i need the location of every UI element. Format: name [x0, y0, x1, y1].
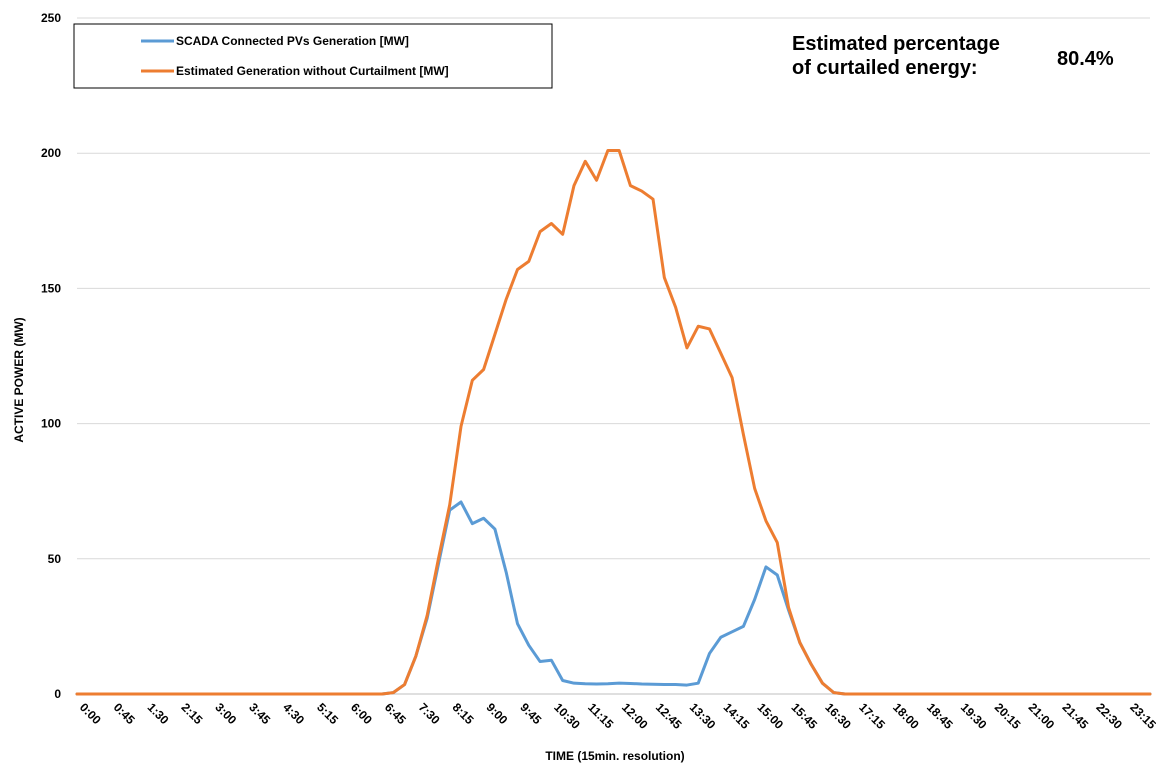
x-axis-title: TIME (15min. resolution)	[545, 749, 684, 763]
x-tick-label: 1:30	[145, 700, 172, 727]
y-tick-label: 200	[41, 146, 61, 160]
y-tick-label: 250	[41, 11, 61, 25]
x-tick-label: 6:45	[382, 700, 409, 727]
x-tick-label: 16:30	[822, 700, 854, 732]
y-axis-title: ACTIVE POWER (MW)	[12, 317, 26, 442]
legend-label-scada: SCADA Connected PVs Generation [MW]	[176, 34, 409, 48]
series-line-1	[75, 149, 1152, 696]
series-lines	[75, 149, 1152, 696]
x-tick-label: 18:45	[924, 700, 956, 732]
y-tick-label: 100	[41, 417, 61, 431]
x-tick-label: 15:45	[788, 700, 820, 732]
x-tick-label: 8:15	[450, 700, 477, 727]
x-tick-label: 12:00	[619, 700, 651, 732]
y-axis-ticks: 0 50 100 150 200 250	[41, 11, 61, 701]
x-tick-label: 23:15	[1127, 700, 1156, 732]
x-axis-ticks: 0:00 0:45 1:30 2:15 3:00 3:45 4:30 5:15 6:00 6:45…	[77, 700, 1156, 732]
curtailment-label-line2: of curtailed energy:	[792, 57, 978, 79]
x-tick-label: 20:15	[992, 700, 1024, 732]
x-tick-label: 3:00	[212, 700, 239, 727]
x-tick-label: 10:30	[551, 700, 583, 732]
x-tick-label: 3:45	[246, 700, 273, 727]
x-tick-label: 17:15	[856, 700, 888, 732]
x-tick-label: 2:15	[179, 700, 206, 727]
y-tick-label: 50	[48, 552, 62, 566]
y-tick-label: 150	[41, 281, 61, 295]
x-tick-label: 22:30	[1093, 700, 1125, 732]
x-tick-label: 13:30	[687, 700, 719, 732]
x-tick-label: 6:00	[348, 700, 375, 727]
x-tick-label: 0:45	[111, 700, 138, 727]
x-tick-label: 0:00	[77, 700, 104, 727]
curtailment-value: 80.4%	[1057, 48, 1114, 70]
legend: SCADA Connected PVs Generation [MW] Esti…	[73, 23, 553, 89]
legend-label-estimated: Estimated Generation without Curtailment…	[176, 64, 449, 78]
x-tick-label: 21:00	[1026, 700, 1058, 732]
x-tick-label: 9:00	[483, 700, 510, 727]
x-tick-label: 19:30	[958, 700, 990, 732]
x-tick-label: 18:00	[890, 700, 922, 732]
x-tick-label: 4:30	[280, 700, 307, 727]
x-tick-label: 12:45	[653, 700, 685, 732]
x-tick-label: 9:45	[517, 700, 544, 727]
x-tick-label: 15:00	[755, 700, 787, 732]
legend-box	[73, 23, 553, 89]
series-line-0	[75, 500, 1152, 696]
curtailment-annotation: Estimated percentage of curtailed energy…	[792, 33, 1114, 79]
gridlines	[77, 17, 1150, 560]
x-tick-label: 7:30	[416, 700, 443, 727]
x-tick-label: 11:15	[585, 700, 616, 731]
x-tick-label: 5:15	[314, 700, 341, 727]
curtailment-label-line1: Estimated percentage	[792, 33, 1000, 55]
x-tick-label: 21:45	[1060, 700, 1092, 732]
x-tick-label: 14:15	[721, 700, 753, 732]
y-tick-label: 0	[54, 687, 61, 701]
